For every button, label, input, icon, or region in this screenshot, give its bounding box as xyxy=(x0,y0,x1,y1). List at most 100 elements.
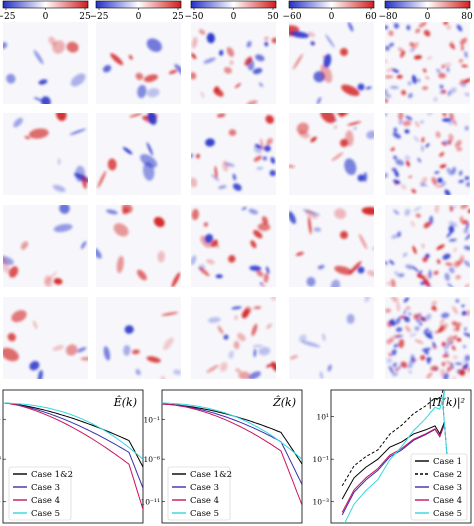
vortex-patch xyxy=(45,271,58,285)
vortex-patch xyxy=(390,278,396,287)
vortex-patch xyxy=(234,83,242,89)
legend-label: Case 1&2 xyxy=(31,470,73,480)
vortex-patch xyxy=(191,37,198,49)
vortex-patch xyxy=(56,113,67,122)
vortex-patch xyxy=(52,184,66,193)
vortex-patch xyxy=(295,251,304,256)
vortex-patch xyxy=(320,113,336,124)
field-panel-r4-c1 xyxy=(3,297,88,379)
vortex-patch xyxy=(453,327,458,332)
vortex-patch xyxy=(425,76,430,80)
vortex-patch xyxy=(140,154,158,168)
colorbar-tick-label: 60 xyxy=(365,12,377,22)
vortex-patch xyxy=(436,244,445,250)
vortex-patch xyxy=(330,279,341,287)
vortex-patch xyxy=(389,319,396,326)
vortex-patch xyxy=(146,356,161,363)
series-line-case-2 xyxy=(341,390,452,510)
vortex-patch xyxy=(467,209,470,214)
vortex-patch xyxy=(399,273,405,277)
vortex-patch xyxy=(201,91,204,99)
vortex-patch xyxy=(289,211,296,224)
vortex-patch xyxy=(238,371,251,379)
colorbar-tick-label: −80 xyxy=(379,12,398,22)
legend-label: Case 3 xyxy=(433,483,462,493)
vortex-patch xyxy=(450,341,454,345)
vortex-patch xyxy=(53,223,73,233)
colorbar-gradient xyxy=(2,0,89,9)
vortex-patch xyxy=(464,327,467,331)
colorbar-tick-label: 0 xyxy=(43,12,49,22)
vortex-patch xyxy=(388,353,392,357)
vortex-patch xyxy=(254,143,262,149)
vortex-patch xyxy=(203,57,216,64)
vortex-patch xyxy=(223,67,232,74)
vortex-patch xyxy=(122,146,133,155)
vortex-patch xyxy=(289,29,295,37)
vortex-patch xyxy=(419,322,423,326)
vortex-patch xyxy=(423,221,431,229)
vortex-patch xyxy=(198,29,206,35)
vortex-patch xyxy=(257,222,271,232)
coherent-vortex xyxy=(340,231,348,239)
vortex-patch xyxy=(446,24,451,30)
colorbar-tick-label: 0 xyxy=(231,12,237,22)
vortex-patch xyxy=(385,261,388,265)
vortex-patch xyxy=(224,162,235,167)
vortex-patch xyxy=(448,225,455,233)
vortex-patch xyxy=(80,241,87,250)
vortex-patch xyxy=(398,113,404,121)
vortex-patch xyxy=(440,318,445,325)
vortex-patch xyxy=(445,360,453,366)
vortex-patch xyxy=(292,53,303,70)
vortex-patch xyxy=(420,120,424,124)
field-panel-r4-c3 xyxy=(191,297,276,379)
vortex-patch xyxy=(444,189,451,195)
colorbar-tick-label: 0 xyxy=(329,12,335,22)
vortex-patch xyxy=(407,81,412,86)
vortex-patch xyxy=(80,356,88,361)
legend-label: Case 5 xyxy=(31,509,60,519)
vortex-patch xyxy=(440,368,445,378)
vortex-patch xyxy=(448,133,454,142)
vortex-patch xyxy=(344,158,357,176)
vortex-patch xyxy=(423,278,430,287)
vortex-patch xyxy=(448,118,455,125)
vortex-patch xyxy=(410,221,415,227)
vortex-patch xyxy=(388,30,394,37)
vortex-patch xyxy=(428,330,433,336)
vortex-patch xyxy=(361,206,374,216)
vortex-patch xyxy=(463,345,467,349)
vortex-patch xyxy=(434,205,440,214)
vortex-patch xyxy=(33,97,44,102)
vortex-patch xyxy=(37,369,43,379)
vortex-patch xyxy=(385,98,388,103)
vortex-patch xyxy=(241,309,250,319)
vortex-patch xyxy=(447,282,454,287)
vortex-patch xyxy=(407,93,413,99)
vortex-patch xyxy=(392,372,399,377)
vortex-patch xyxy=(228,255,236,263)
vortex-patch xyxy=(400,361,408,368)
vortex-patch xyxy=(269,169,276,177)
vortex-patch xyxy=(263,145,271,152)
field-panel-r1-c4 xyxy=(289,22,374,104)
y-tick-label: 10⁻¹ xyxy=(312,455,329,464)
vortex-patch xyxy=(411,42,419,50)
vortex-patch xyxy=(253,230,263,239)
vortex-patch xyxy=(443,342,451,350)
vortex-patch xyxy=(310,136,317,143)
vortex-patch xyxy=(438,72,446,79)
vortex-patch xyxy=(353,126,357,130)
vortex-patch xyxy=(424,332,433,340)
vortex-patch xyxy=(266,323,273,329)
vortex-patch xyxy=(446,66,450,73)
vortex-patch xyxy=(452,306,459,315)
vortex-patch xyxy=(426,372,433,379)
vortex-patch xyxy=(463,332,470,338)
vortex-patch xyxy=(405,264,414,270)
vortex-patch xyxy=(215,274,223,279)
vortex-patch xyxy=(53,278,63,285)
